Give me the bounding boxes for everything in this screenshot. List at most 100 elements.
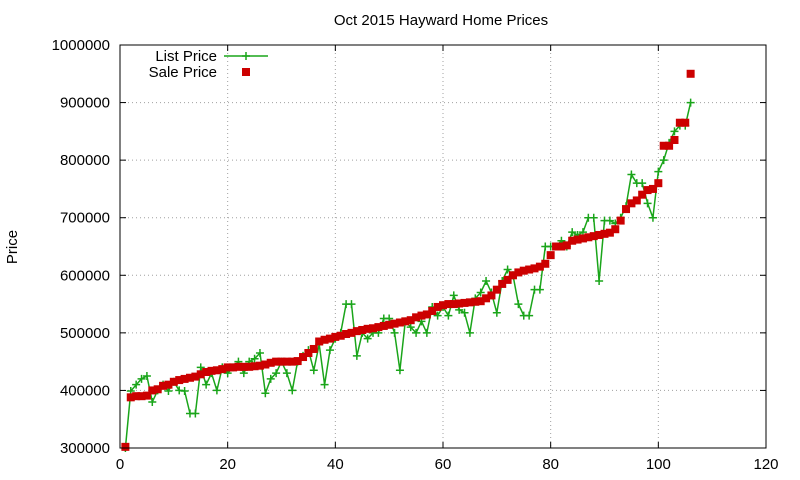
sale-price-point	[180, 374, 189, 383]
list-price-point	[492, 308, 501, 317]
sale-price-point	[401, 317, 410, 326]
list-price-point	[390, 328, 399, 337]
list-price-point	[648, 213, 657, 222]
sale-price-point	[498, 279, 507, 288]
list-price-point	[476, 288, 485, 297]
sale-price-point	[525, 265, 534, 274]
sale-price-point	[234, 362, 243, 371]
sale-price-point	[605, 228, 614, 237]
sale-price-point	[632, 196, 641, 205]
sale-price-point	[153, 385, 162, 394]
list-price-point	[460, 308, 469, 317]
sale-price-point	[288, 357, 297, 366]
x-tick-label: 0	[116, 456, 124, 473]
list-price-point	[148, 397, 157, 406]
sale-price-point	[573, 235, 582, 244]
list-price-point	[412, 328, 421, 337]
sale-price-point	[325, 334, 334, 343]
sale-price-point	[412, 313, 421, 322]
sale-price-point	[169, 377, 178, 386]
sale-price-point	[503, 275, 512, 284]
y-tick-label: 500000	[60, 325, 110, 342]
sale-price-point	[541, 259, 550, 268]
sale-price-point	[207, 366, 216, 375]
sale-price-point	[369, 324, 378, 333]
sale-price-point	[282, 357, 291, 366]
list-price-point	[433, 311, 442, 320]
sale-price-point	[390, 319, 399, 328]
x-tick-label: 20	[219, 456, 236, 473]
sale-price-point	[686, 69, 695, 78]
sale-price-point	[196, 370, 205, 379]
sale-price-point	[121, 442, 130, 451]
sale-price-point	[659, 141, 668, 150]
sale-price-point	[191, 372, 200, 381]
list-price-point	[422, 328, 431, 337]
sale-price-point	[530, 264, 539, 273]
sale-price-point	[428, 306, 437, 315]
x-ticks: 0 20 40 60 80 100 120	[116, 45, 779, 473]
list-price-point	[535, 285, 544, 294]
list-price-point	[449, 291, 458, 300]
list-price-point	[654, 167, 663, 176]
sale-price-point	[304, 349, 313, 358]
sale-price-point	[675, 118, 684, 127]
list-price-point	[255, 349, 264, 358]
list-price-point	[465, 328, 474, 337]
sale-price-point	[546, 251, 555, 260]
list-price-point	[363, 334, 372, 343]
sale-price-point	[223, 363, 232, 372]
sale-price-point	[175, 376, 184, 385]
list-price-point	[347, 300, 356, 309]
list-price-point	[627, 170, 636, 179]
sale-price-point	[444, 300, 453, 309]
sale-price-point	[670, 135, 679, 144]
sale-price-point	[460, 298, 469, 307]
sale-price-point	[255, 361, 264, 370]
sale-price-point	[476, 297, 485, 306]
list-price-point	[320, 380, 329, 389]
sale-price-point	[600, 229, 609, 238]
list-price-point	[250, 354, 259, 363]
sale-price-point	[374, 323, 383, 332]
list-price-point	[643, 199, 652, 208]
sale-price-point	[557, 242, 566, 251]
sale-price-point	[159, 381, 168, 390]
sale-price-point	[239, 362, 248, 371]
sale-price-point	[568, 236, 577, 245]
sale-price-point	[218, 365, 227, 374]
list-price-line	[124, 102, 692, 449]
list-price-point	[686, 98, 695, 107]
list-price-point	[525, 311, 534, 320]
sale-price-point	[202, 368, 211, 377]
sale-price-point	[622, 205, 631, 214]
legend-label-sale-price: Sale Price	[149, 64, 217, 81]
sale-price-point	[417, 311, 426, 320]
sale-price-point	[352, 327, 361, 336]
sale-price-point	[309, 344, 318, 353]
sale-price-point	[164, 380, 173, 389]
list-price-point	[352, 351, 361, 360]
list-price-point	[589, 213, 598, 222]
list-price-point	[142, 372, 151, 381]
sale-price-point	[229, 363, 238, 372]
list-price-point	[196, 363, 205, 372]
sale-price-point	[336, 331, 345, 340]
sale-price-point	[406, 316, 415, 325]
sale-price-point	[385, 320, 394, 329]
sale-price-point	[439, 301, 447, 310]
list-price-point	[132, 380, 141, 389]
list-price-point	[288, 386, 297, 395]
y-tick-label: 400000	[60, 382, 110, 399]
legend-label-list-price: List Price	[155, 48, 217, 65]
sale-price-point	[589, 232, 598, 241]
sale-price-point	[132, 392, 141, 401]
sale-price-point	[471, 297, 480, 306]
sale-price-point	[487, 291, 496, 300]
y-tick-label: 700000	[60, 210, 110, 227]
sale-price-point	[681, 118, 690, 127]
list-price-point	[309, 366, 318, 375]
list-price-point	[595, 277, 604, 286]
sale-price-point	[562, 241, 571, 250]
series-sale-price	[121, 69, 695, 451]
